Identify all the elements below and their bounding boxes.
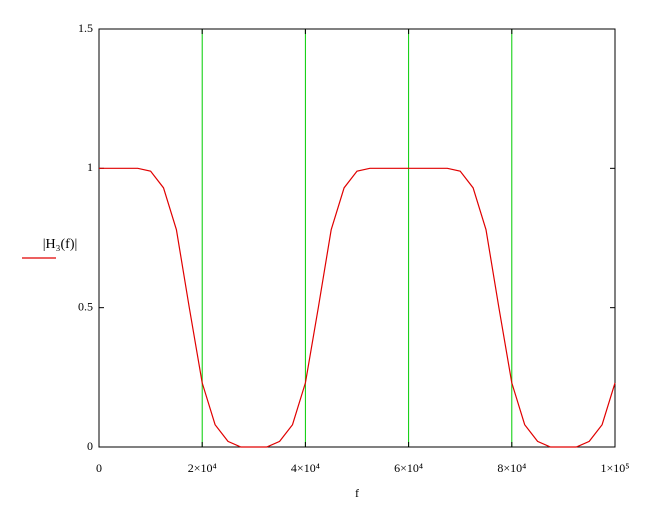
y-tick-label: 1.5 — [78, 21, 93, 35]
y-axis-label: |H₃(f)| — [43, 237, 78, 252]
x-axis-label: f — [355, 486, 359, 500]
y-tick-label: 1 — [87, 160, 93, 174]
x-tick-label: 8×10⁴ — [497, 461, 526, 475]
x-tick-label: 4×10⁴ — [291, 461, 320, 475]
curve — [99, 167, 616, 448]
plot-frame — [98, 28, 616, 448]
x-tick-label: 0 — [96, 461, 102, 475]
x-tick-label: 2×10⁴ — [188, 461, 217, 475]
x-tick-label: 1×10⁵ — [601, 461, 630, 475]
x-tick-label: 6×10⁴ — [394, 461, 423, 475]
y-tick-label: 0 — [87, 439, 93, 453]
y-tick-label: 0.5 — [78, 299, 93, 313]
